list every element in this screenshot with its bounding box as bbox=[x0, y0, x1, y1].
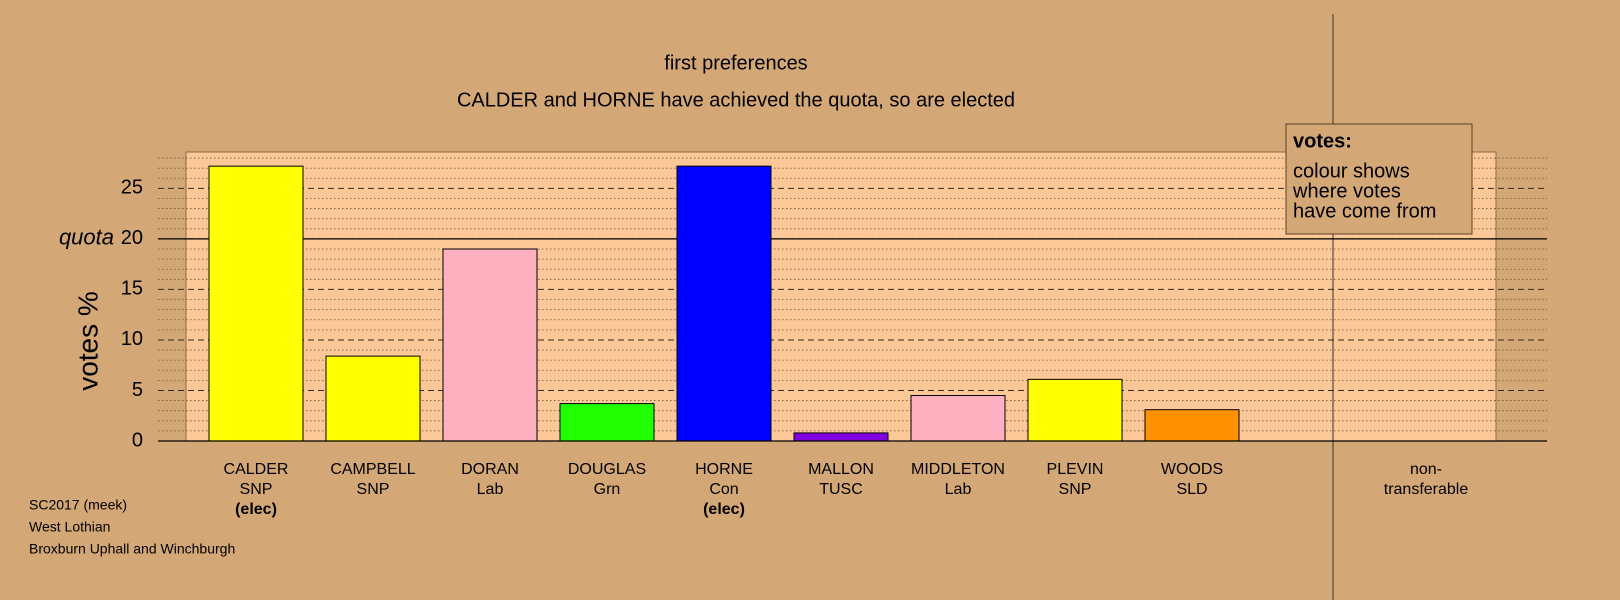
chart-subtitle: CALDER and HORNE have achieved the quota… bbox=[457, 89, 1015, 111]
bar bbox=[1027, 378, 1123, 442]
party-label: SLD bbox=[1176, 481, 1207, 498]
party-label: Grn bbox=[594, 481, 621, 498]
y-tick-label: 5 bbox=[132, 379, 143, 401]
bar bbox=[793, 432, 889, 442]
bar bbox=[325, 355, 421, 442]
party-label: SNP bbox=[240, 481, 273, 498]
chart-title: first preferences bbox=[664, 52, 807, 74]
category-label: MIDDLETON bbox=[911, 461, 1005, 478]
party-label: SNP bbox=[1059, 481, 1092, 498]
party-label: Lab bbox=[477, 481, 504, 498]
footer-line: SC2017 (meek) bbox=[29, 497, 127, 513]
category-label: CAMPBELL bbox=[330, 461, 415, 478]
category-label: PLEVIN bbox=[1047, 461, 1104, 478]
y-tick-label: 15 bbox=[121, 278, 143, 300]
status-label: (elec) bbox=[235, 501, 277, 518]
category-label: DOUGLAS bbox=[568, 461, 646, 478]
y-tick-label: 0 bbox=[132, 429, 143, 451]
y-axis-label: votes % bbox=[72, 291, 103, 391]
bar bbox=[559, 403, 655, 442]
quota-label: quota bbox=[59, 225, 114, 250]
category-label: HORNE bbox=[695, 461, 753, 478]
y-tick-label: 10 bbox=[121, 328, 143, 350]
category-label: WOODS bbox=[1161, 461, 1223, 478]
party-label: SNP bbox=[357, 481, 390, 498]
category-label: DORAN bbox=[461, 461, 519, 478]
legend-box bbox=[1285, 123, 1473, 235]
bar bbox=[442, 248, 538, 442]
bar bbox=[676, 165, 772, 442]
bar bbox=[208, 165, 304, 442]
category-label: MALLON bbox=[808, 461, 874, 478]
party-label: TUSC bbox=[819, 481, 863, 498]
footer-line: West Lothian bbox=[29, 519, 110, 535]
bar bbox=[910, 395, 1006, 442]
category-label: CALDER bbox=[224, 461, 289, 478]
category-label: transferable bbox=[1384, 481, 1469, 498]
y-tick-label: 20 bbox=[121, 227, 143, 249]
party-label: Con bbox=[709, 481, 738, 498]
legend-title: votes: bbox=[1293, 130, 1352, 152]
y-tick-label: 25 bbox=[121, 177, 143, 199]
status-label: (elec) bbox=[703, 501, 745, 518]
party-label: Lab bbox=[945, 481, 972, 498]
legend-line: colour shows bbox=[1293, 160, 1410, 182]
footer-line: Broxburn Uphall and Winchburgh bbox=[29, 541, 235, 557]
legend-line: where votes bbox=[1292, 180, 1401, 202]
legend-line: have come from bbox=[1293, 200, 1436, 222]
bar bbox=[1144, 409, 1240, 442]
category-label: non- bbox=[1410, 461, 1442, 478]
